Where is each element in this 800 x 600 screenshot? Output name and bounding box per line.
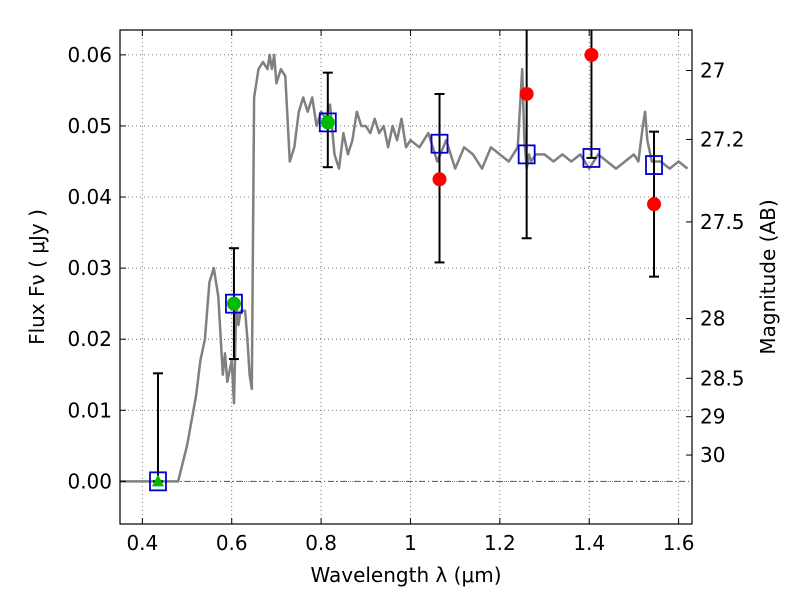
red-point (432, 172, 447, 187)
green-triangle-marker (151, 474, 164, 487)
right-tick-label: 27 (700, 59, 725, 83)
green-point (320, 115, 335, 130)
y-tick-label: 0.06 (67, 43, 112, 67)
grid (120, 30, 692, 524)
right-axis-title: Magnitude (AB) (756, 199, 780, 354)
blue-square-marker (225, 293, 243, 314)
blue-square-marker (430, 133, 449, 154)
y-tick-label: 0.05 (67, 114, 112, 138)
right-tick-label: 27.2 (700, 127, 745, 151)
x-tick-label: 0.6 (216, 531, 248, 555)
x-tick-label: 0.8 (305, 531, 337, 555)
y-tick-label: 0.01 (67, 398, 112, 422)
red-point (647, 197, 662, 212)
y-tick-label: 0.04 (67, 185, 112, 209)
right-tick-label: 28 (700, 307, 725, 331)
y-tick-label: 0.02 (67, 327, 112, 351)
right-tick-label: 29 (700, 405, 725, 429)
y-axis-title: Flux Fν ( μJy ) (25, 209, 49, 345)
model-sed-line (120, 53, 689, 483)
x-tick-label: 1.6 (663, 531, 695, 555)
right-tick-label: 30 (700, 443, 725, 467)
plot-frame (119, 29, 693, 525)
axis-ticks: 0.4 0.6 0.8 1 1.2 1.4 1.6 0.00 0.01 0.02 0.03 0.04 0… (67, 30, 745, 555)
x-axis-title: Wavelength λ (μm) (310, 563, 501, 587)
x-tick-label: 1.2 (484, 531, 516, 555)
blue-square-marker (149, 471, 167, 492)
right-tick-label: 28.5 (700, 366, 745, 390)
x-tick-label: 1 (404, 531, 417, 555)
blue-square-marker (517, 144, 536, 165)
right-tick-label: 27.5 (700, 210, 745, 234)
x-tick-label: 0.4 (126, 531, 158, 555)
blue-square-marker (318, 112, 337, 133)
y-tick-label: 0.00 (67, 469, 112, 493)
y-tick-label: 0.03 (67, 256, 112, 280)
x-tick-label: 1.4 (573, 531, 605, 555)
blue-square-marker (645, 155, 663, 175)
red-point (519, 86, 534, 101)
blue-square-marker (582, 148, 601, 168)
green-point (226, 296, 241, 311)
plot-series (120, 30, 689, 492)
red-point (584, 47, 599, 62)
